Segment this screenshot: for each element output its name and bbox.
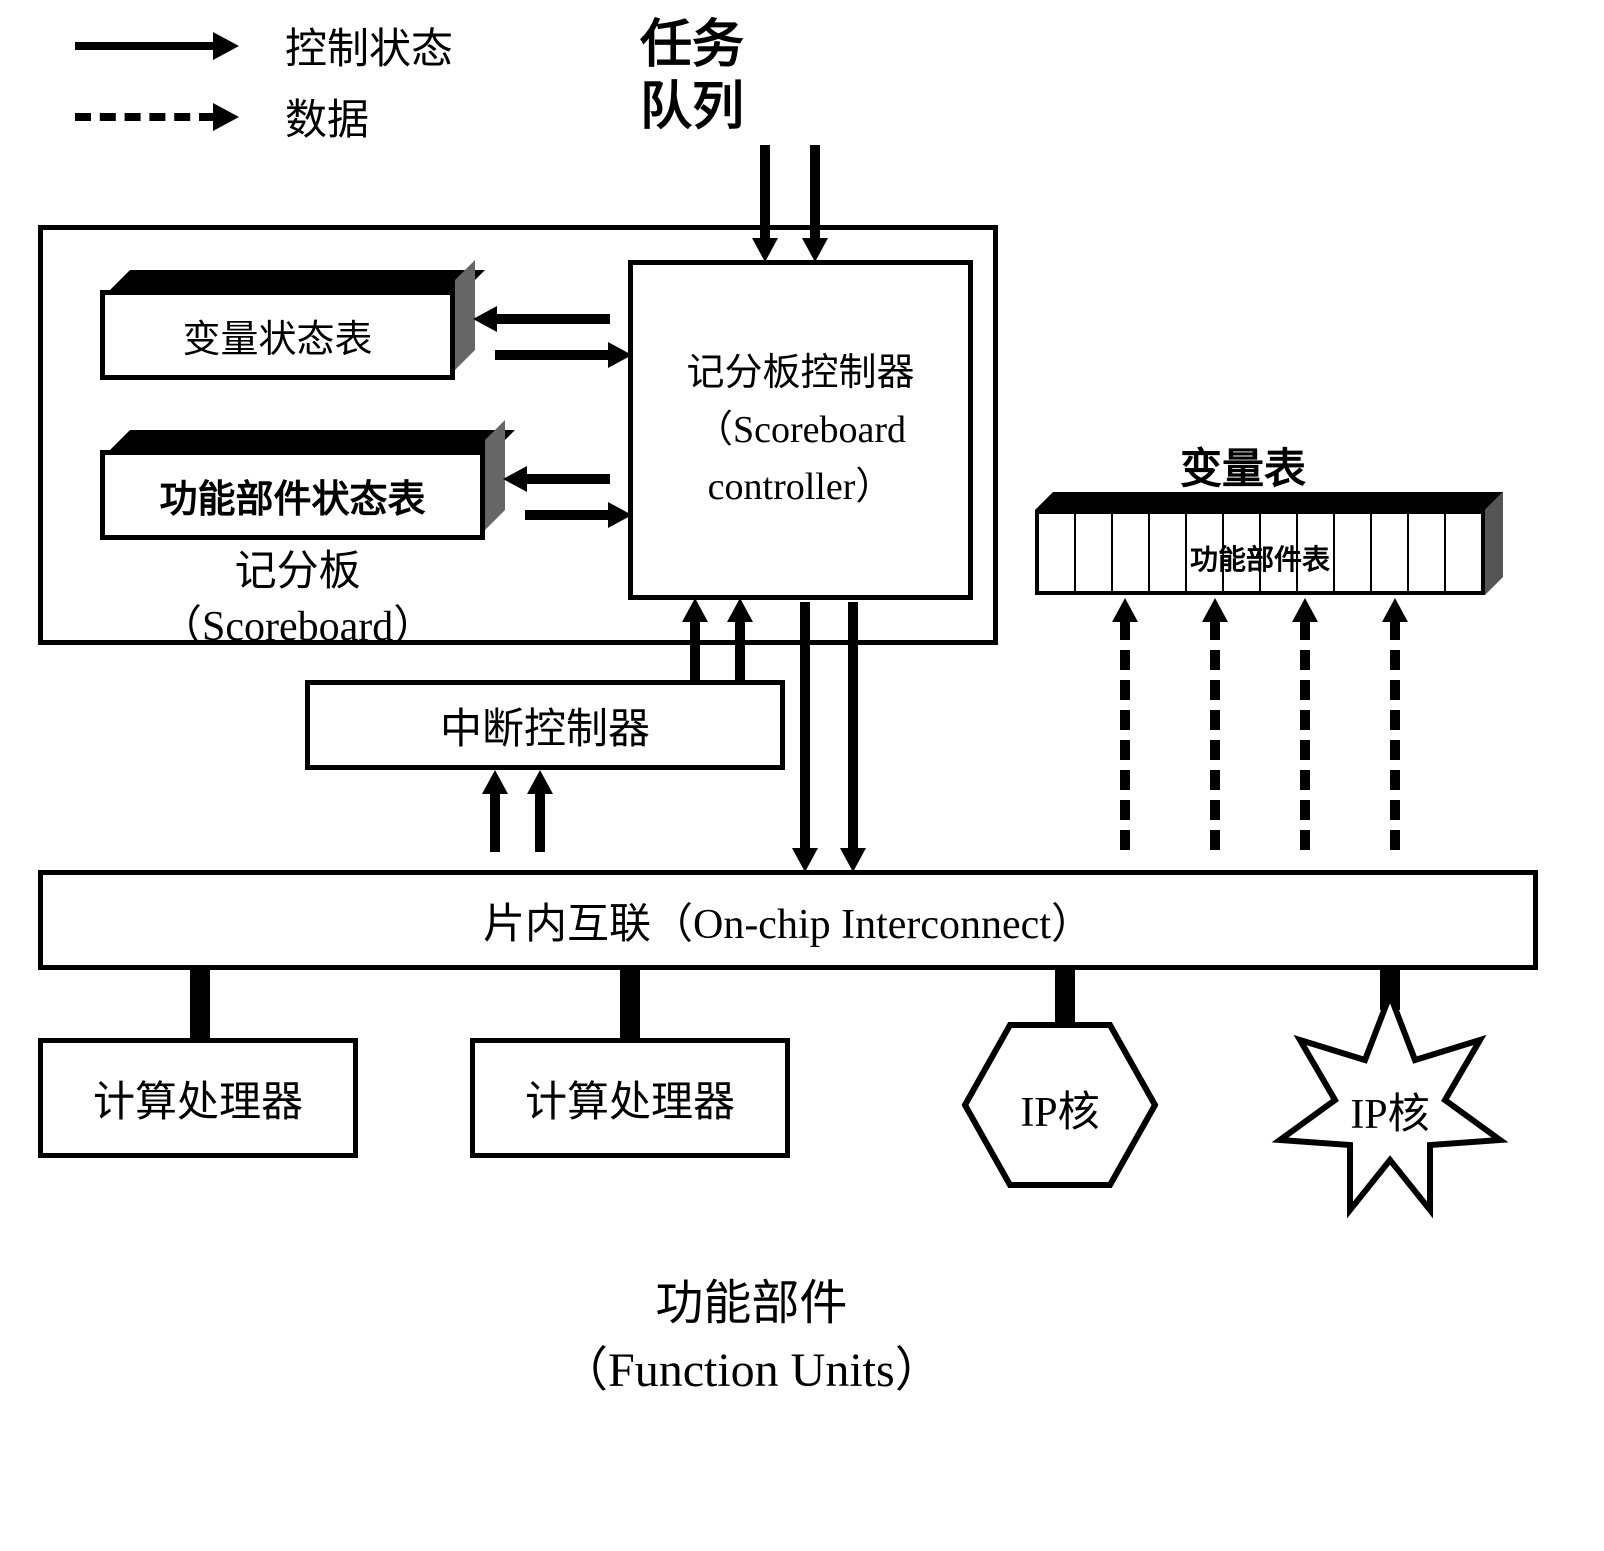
arrowhead-icon [527,770,553,794]
arrow-dashed-3 [1300,620,1310,850]
arrowhead-icon [1292,598,1318,622]
arrowhead-icon [608,502,632,528]
connector-2 [620,970,640,1038]
arrowhead-icon [682,598,708,622]
dashed-arrow-icon [75,113,215,121]
proc1-label: 计算处理器 [93,1068,303,1129]
func-unit-table: 功能部件表 [1035,510,1485,595]
arrow-ctrl-int-1 [690,620,700,680]
legend-dashed-row: 数据 [75,86,453,147]
legend-dashed-label: 数据 [285,86,369,147]
task-queue-title: 任务队列 [640,15,744,140]
arrow-ctrl-ic-2 [848,602,858,850]
arrowhead-icon [473,306,497,332]
arrowhead-icon [1202,598,1228,622]
arrow-dashed-4 [1390,620,1400,850]
arrow-ctrl-ic-1 [800,602,810,850]
controller-label: 记分板控制器（Scoreboard controller） [643,345,958,516]
arrow-dashed-1 [1120,620,1130,850]
arrowhead-icon [608,342,632,368]
ip2-label: IP核 [1270,1080,1510,1141]
arrow-func-to-ctrl-2 [525,510,610,520]
legend: 控制状态 数据 [75,15,453,157]
var-state-table-label: 变量状态表 [182,308,372,363]
arrowhead-icon [792,848,818,872]
interconnect-box: 片内互联（On-chip Interconnect） [38,870,1538,970]
arrowhead-icon [1112,598,1138,622]
interrupt-label: 中断控制器 [440,695,650,756]
arrowhead-icon [482,770,508,794]
legend-solid-label: 控制状态 [285,15,453,76]
processor-1: 计算处理器 [38,1038,358,1158]
arrow-func-to-ctrl-1 [525,474,610,484]
ip-core-star: IP核 [1270,985,1510,1225]
arrow-var-to-ctrl-2 [495,350,610,360]
interconnect-label: 片内互联（On-chip Interconnect） [483,890,1093,951]
var-table-title: 变量表 [1180,435,1306,496]
proc2-label: 计算处理器 [525,1068,735,1129]
function-units-label: 功能部件（Function Units） [560,1270,943,1404]
arrow-dashed-2 [1210,620,1220,850]
processor-2: 计算处理器 [470,1038,790,1158]
solid-arrow-icon [75,42,215,50]
legend-solid-row: 控制状态 [75,15,453,76]
arrow-var-to-ctrl-1 [495,314,610,324]
arrowhead-icon [503,466,527,492]
arrow-int-ic-1 [490,792,500,852]
arrowhead-icon [1382,598,1408,622]
scoreboard-controller: 记分板控制器（Scoreboard controller） [628,260,973,600]
arrow-int-ic-2 [535,792,545,852]
func-unit-table-label: 功能部件表 [1035,538,1485,578]
ip1-label: IP核 [960,1078,1160,1139]
connector-3 [1055,970,1075,1025]
interrupt-controller: 中断控制器 [305,680,785,770]
ip-core-hexagon: IP核 [960,1020,1160,1190]
connector-1 [190,970,210,1038]
arrowhead-icon [727,598,753,622]
scoreboard-label: 记分板（Scoreboard） [160,545,435,654]
arrowhead-icon [840,848,866,872]
func-state-table-label: 功能部件状态表 [159,468,425,523]
arrow-ctrl-int-2 [735,620,745,680]
